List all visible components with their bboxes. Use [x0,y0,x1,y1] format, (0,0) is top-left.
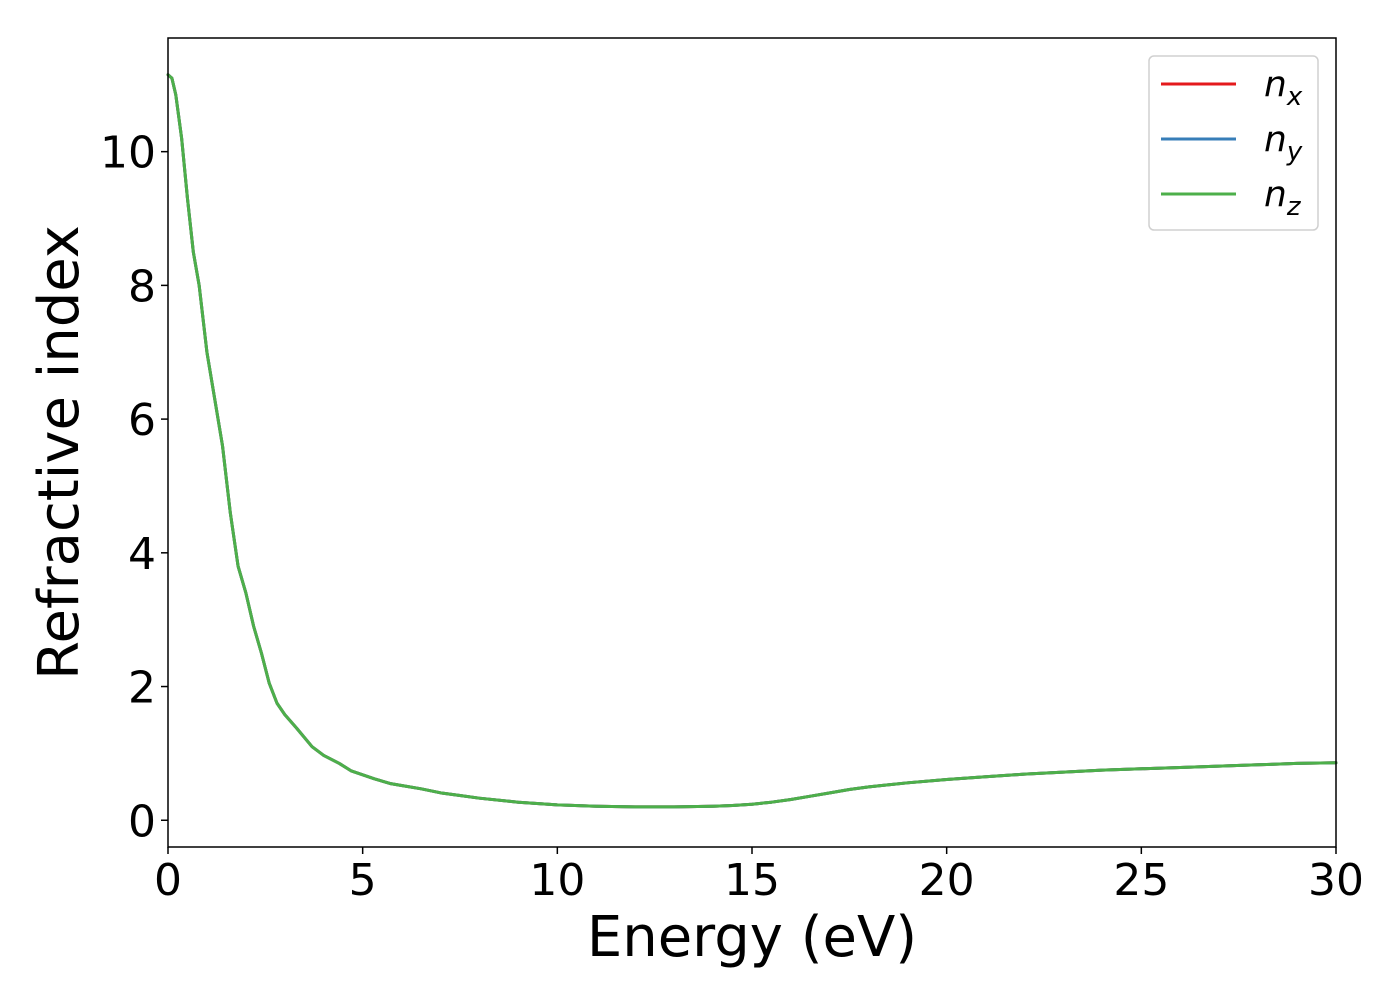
y-tick-label: 10 [100,128,156,179]
legend-label-z: nz [1264,174,1302,222]
x-tick-label: 20 [919,855,975,906]
x-axis-label: Energy (eV) [587,905,917,970]
y-tick-label: 8 [128,261,156,312]
x-axis: 0 5 10 15 20 25 30 [154,847,1364,906]
y-tick-label: 4 [128,529,156,580]
x-tick-label: 15 [724,855,780,906]
y-tick-label: 0 [128,796,156,847]
legend: nx ny nz [1148,55,1319,231]
legend-label-x: nx [1264,64,1303,112]
x-tick-label: 5 [349,855,377,906]
y-tick-label: 6 [128,395,156,446]
y-axis-label: Refractive index [27,225,92,680]
legend-box [1148,55,1319,231]
y-axis: 0 2 4 6 8 10 [100,128,168,847]
x-tick-label: 25 [1113,855,1169,906]
x-tick-label: 10 [529,855,585,906]
series-line-z [166,73,1338,809]
legend-label-y: ny [1264,119,1303,167]
x-tick-label: 30 [1308,855,1364,906]
series-layer [166,73,1338,809]
x-tick-label: 0 [154,855,182,906]
y-tick-label: 2 [128,663,156,714]
